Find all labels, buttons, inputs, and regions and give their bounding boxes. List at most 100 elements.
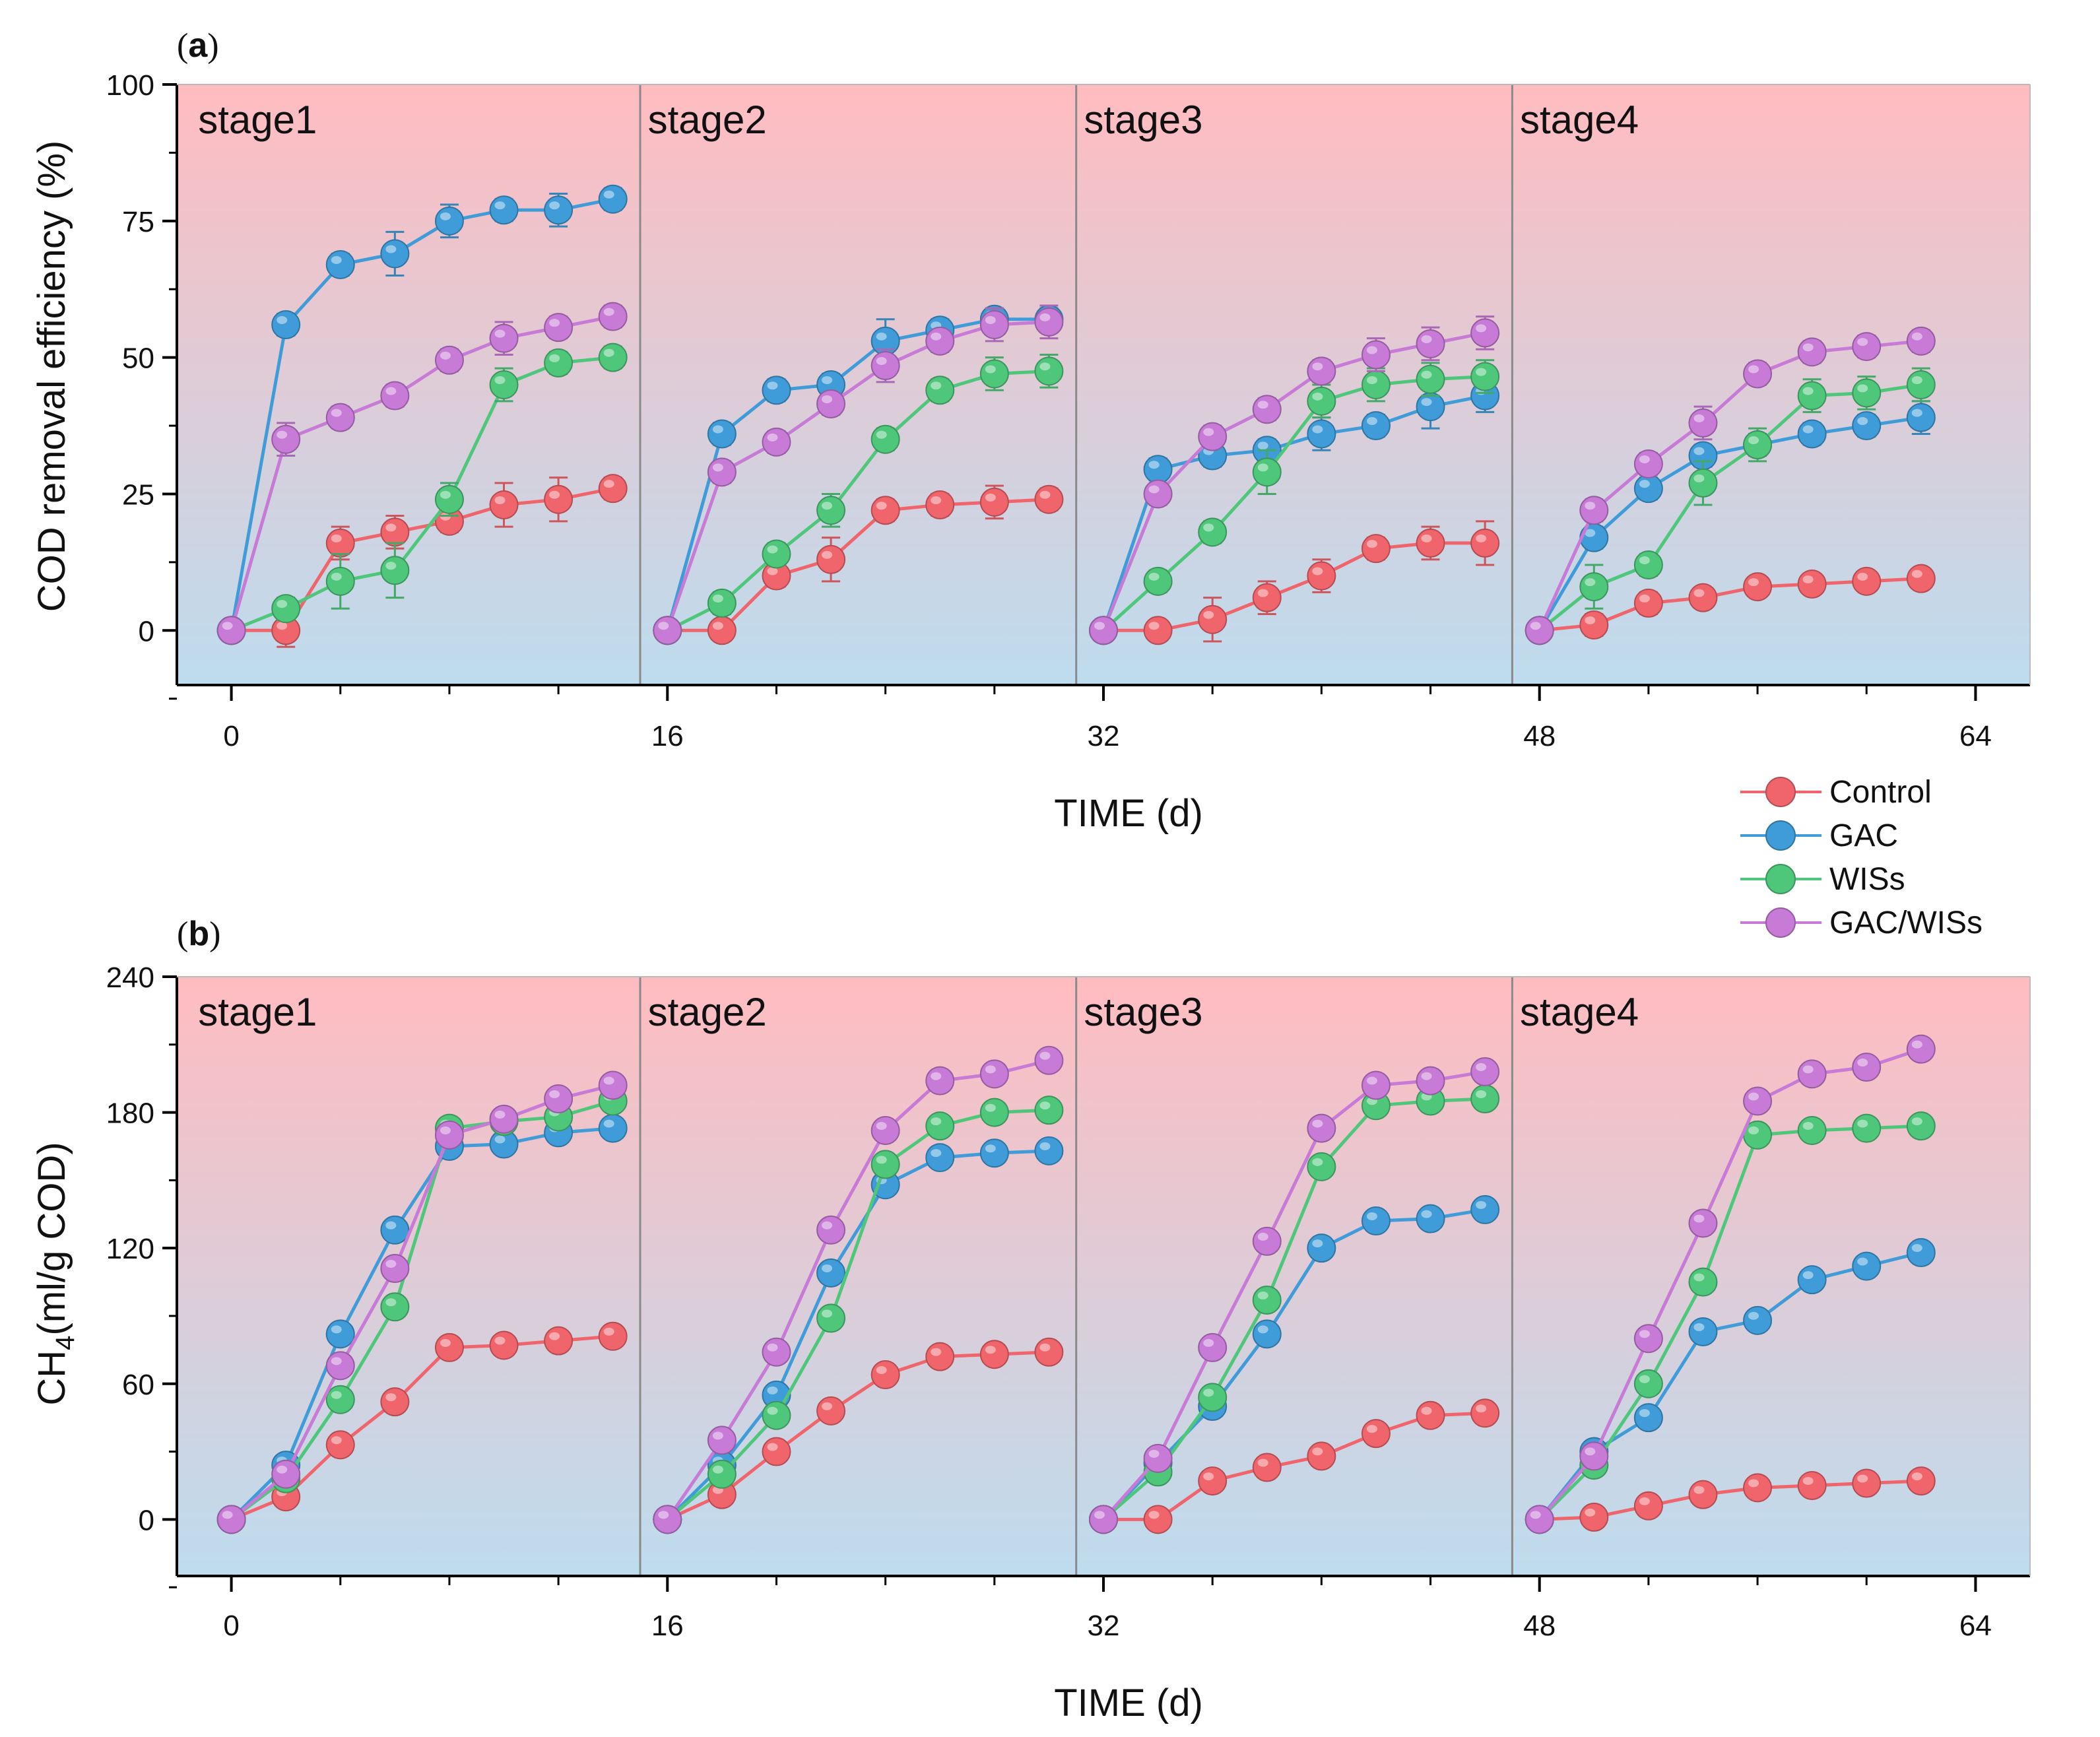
data-point-highlight-a-1-6: [549, 201, 560, 210]
data-point-b-3-17: [1143, 1443, 1173, 1473]
data-point-b-2-29: [1797, 1115, 1827, 1145]
data-point-a-1-1: [271, 310, 301, 339]
data-point-highlight-b-3-6: [549, 1090, 560, 1099]
data-point-a-3-12: [870, 351, 900, 381]
data-point-highlight-a-2-4: [440, 490, 451, 499]
data-point-b-2-31: [1906, 1111, 1936, 1141]
data-point-highlight-a-2-26: [1639, 556, 1650, 564]
data-point-a-2-28: [1743, 430, 1773, 459]
data-point-b-0-4: [434, 1332, 464, 1362]
data-point-highlight-b-0-6: [549, 1332, 560, 1340]
data-point-highlight-b-0-5: [494, 1336, 506, 1345]
data-point-highlight-b-0-20: [1312, 1447, 1323, 1456]
y-tick-label-b-0: 0: [139, 1504, 154, 1536]
data-point-b-0-20: [1307, 1441, 1336, 1471]
data-point-b-3-20: [1307, 1113, 1336, 1143]
stage-label-b-1: stage1: [198, 990, 317, 1034]
data-point-a-1-22: [1416, 392, 1445, 422]
data-point-b-2-23: [1470, 1084, 1500, 1114]
data-point-b-3-16: [1089, 1505, 1118, 1534]
data-point-highlight-a-2-12: [876, 430, 887, 439]
data-point-highlight-b-0-13: [931, 1348, 942, 1356]
y-tick-label-b-3: 180: [106, 1098, 154, 1130]
data-point-highlight-a-2-2: [331, 572, 342, 581]
data-point-a-2-14: [979, 359, 1009, 389]
data-point-highlight-a-1-9: [712, 425, 723, 434]
data-point-highlight-a-3-1: [277, 430, 288, 439]
data-point-a-2-19: [1252, 457, 1282, 487]
data-point-b-0-26: [1633, 1491, 1663, 1521]
data-point-highlight-b-1-3: [385, 1221, 397, 1229]
data-point-a-2-17: [1143, 566, 1173, 596]
data-point-highlight-a-2-18: [1203, 523, 1214, 532]
data-point-highlight-a-1-20: [1312, 425, 1323, 434]
data-point-highlight-b-0-4: [440, 1338, 451, 1347]
data-point-a-3-30: [1852, 332, 1882, 362]
data-point-highlight-a-0-3: [385, 523, 397, 532]
stage-label-a-3: stage3: [1084, 98, 1202, 142]
data-point-highlight-b-0-22: [1421, 1406, 1432, 1415]
data-point-highlight-a-3-16: [1094, 622, 1105, 630]
data-point-highlight-b-0-3: [385, 1393, 397, 1402]
data-point-b-2-2: [325, 1385, 355, 1414]
data-point-highlight-a-1-27: [1693, 447, 1705, 455]
data-point-highlight-b-3-20: [1312, 1119, 1323, 1128]
data-point-highlight-b-1-15: [1039, 1142, 1051, 1150]
data-point-a-0-19: [1252, 583, 1282, 612]
data-point-a-2-10: [762, 539, 791, 569]
plot-background-a: [177, 84, 2030, 685]
y-tick-label-a-3: 75: [122, 206, 154, 238]
data-point-highlight-b-0-25: [1585, 1508, 1596, 1517]
data-point-b-3-28: [1743, 1086, 1773, 1116]
data-point-highlight-a-3-19: [1257, 401, 1268, 409]
data-point-highlight-b-2-13: [931, 1117, 942, 1126]
data-point-highlight-b-0-19: [1257, 1458, 1268, 1467]
data-point-a-3-14: [979, 310, 1009, 339]
x-tick-label-b-4: 64: [1959, 1610, 1992, 1642]
x-axis-label-a: TIME (d): [1054, 792, 1203, 835]
data-point-a-0-26: [1633, 588, 1663, 618]
data-point-a-2-9: [707, 588, 737, 618]
data-point-a-2-22: [1416, 364, 1445, 394]
data-point-highlight-a-0-5: [494, 496, 506, 504]
legend-marker-control: [1765, 777, 1796, 807]
data-point-b-1-22: [1416, 1204, 1445, 1233]
data-point-highlight-a-0-27: [1693, 589, 1705, 597]
data-point-a-3-13: [925, 326, 955, 356]
data-point-a-1-20: [1307, 419, 1336, 449]
data-point-a-0-9: [707, 616, 737, 645]
data-point-highlight-a-0-30: [1857, 572, 1868, 581]
x-tick-label-b-0: 0: [223, 1610, 239, 1642]
data-point-b-1-31: [1906, 1238, 1936, 1268]
data-point-a-1-4: [434, 206, 464, 236]
data-point-highlight-a-2-10: [767, 545, 778, 554]
y-tick-label-b-1: 60: [122, 1369, 154, 1401]
data-point-b-1-15: [1034, 1136, 1064, 1165]
data-point-a-0-11: [816, 544, 846, 574]
data-point-highlight-a-0-9: [712, 622, 723, 630]
data-point-b-0-29: [1797, 1470, 1827, 1500]
data-point-b-3-4: [434, 1120, 464, 1150]
data-point-highlight-a-0-11: [822, 550, 833, 559]
data-point-highlight-a-2-30: [1857, 384, 1868, 393]
data-point-highlight-a-2-3: [385, 562, 397, 570]
data-point-highlight-b-3-30: [1857, 1059, 1868, 1067]
data-point-b-1-28: [1743, 1305, 1773, 1335]
x-tick-label-b-2: 32: [1088, 1610, 1120, 1642]
data-point-a-2-30: [1852, 378, 1882, 408]
y-tick-label-a-4: 100: [106, 69, 154, 102]
data-point-b-1-29: [1797, 1265, 1827, 1295]
data-point-highlight-a-2-20: [1312, 392, 1323, 401]
data-point-highlight-b-3-18: [1203, 1338, 1214, 1347]
data-point-b-0-11: [816, 1396, 846, 1426]
data-point-a-1-29: [1797, 419, 1827, 449]
data-point-highlight-a-3-8: [658, 622, 669, 630]
data-point-highlight-b-1-5: [494, 1135, 506, 1144]
data-point-highlight-a-2-21: [1366, 376, 1377, 384]
data-point-highlight-b-2-27: [1693, 1273, 1705, 1282]
data-point-highlight-a-3-5: [494, 329, 506, 338]
data-point-b-0-5: [489, 1330, 519, 1360]
data-point-highlight-b-1-11: [822, 1264, 833, 1272]
data-point-a-3-1: [271, 424, 301, 454]
